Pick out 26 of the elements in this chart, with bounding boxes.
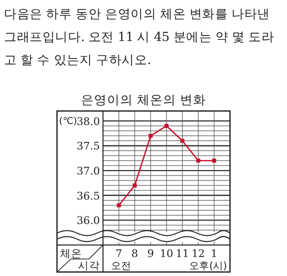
y-tick-label: 36.0 [76, 215, 100, 228]
chart-title: 은영이의 체온의 변화 [81, 92, 206, 107]
point [164, 124, 168, 128]
point [180, 138, 184, 143]
text: (℃) [59, 116, 78, 127]
x-tick-label: 10 [160, 248, 174, 260]
x-tick-label: 8 [131, 248, 138, 260]
y-axis-title: 체온 [60, 248, 82, 260]
y-tick-label: 36.5 [76, 190, 100, 202]
point [212, 158, 216, 163]
point [132, 183, 137, 188]
text: 오전 [110, 261, 131, 272]
x-tick-label: 11 [176, 248, 190, 260]
x-axis-title: 시각 [78, 260, 100, 272]
x-tick-label: 1 [210, 248, 218, 260]
text: 다음은 하루 동안 은영이의 체온 변화를 나타낸 그래프입니다. 오전 11 시 45 분에는 약 몇 도라고 할 수 있는지 구하시오. [4, 5, 276, 69]
x-tick-label: 7 [116, 248, 122, 260]
y-tick-label: 37.5 [76, 140, 100, 153]
text: 오후(시) [189, 261, 228, 272]
x-tick-label: 9 [147, 248, 154, 260]
point [116, 203, 121, 208]
point [196, 158, 200, 163]
y-tick-label: 37.0 [76, 166, 100, 178]
y-tick-label: 38.0 [76, 116, 100, 128]
x-tick-label: 12 [192, 248, 205, 260]
point [148, 134, 153, 138]
